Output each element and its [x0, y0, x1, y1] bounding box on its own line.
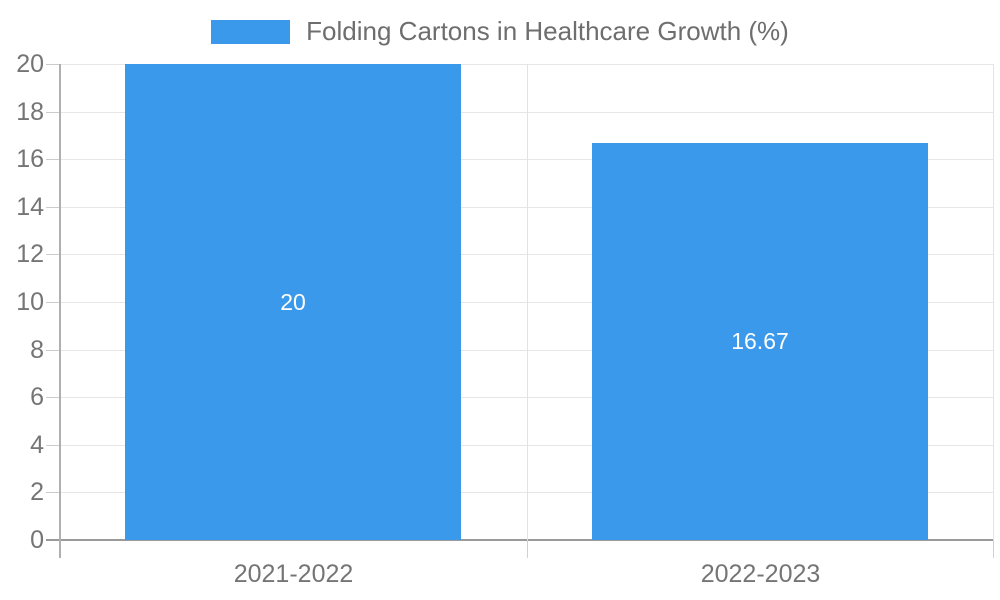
y-tick-mark	[46, 445, 60, 446]
gridline	[60, 302, 993, 303]
y-tick-label: 12	[16, 240, 44, 268]
y-tick-label: 0	[30, 526, 44, 554]
y-tick-mark	[46, 350, 60, 351]
gridline	[60, 254, 993, 255]
legend-label: Folding Cartons in Healthcare Growth (%)	[306, 16, 789, 46]
x-tick-label: 2021-2022	[233, 560, 354, 588]
bar-value-label: 16.67	[731, 328, 789, 354]
y-axis-line	[59, 64, 61, 558]
gridline	[60, 64, 993, 65]
y-tick-mark	[46, 159, 60, 160]
x-tick-mark	[527, 540, 528, 558]
y-tick-mark	[46, 492, 60, 493]
y-tick-mark	[46, 64, 60, 65]
y-tick-mark	[46, 539, 60, 541]
gridline	[60, 445, 993, 446]
gridline	[60, 397, 993, 398]
bar-value-label: 20	[280, 288, 306, 315]
y-tick-mark	[46, 302, 60, 303]
bar-2021-2022: 20	[125, 64, 461, 540]
x-tick-mark	[993, 540, 994, 558]
bar-2022-2023: 16.67	[592, 143, 928, 540]
legend: Folding Cartons in Healthcare Growth (%)	[0, 16, 1000, 47]
x-tick-label: 2022-2023	[700, 560, 821, 588]
legend-swatch	[211, 19, 291, 44]
y-tick-mark	[46, 254, 60, 255]
y-tick-label: 6	[30, 383, 44, 411]
y-tick-label: 10	[16, 288, 44, 316]
y-tick-label: 2	[30, 478, 44, 506]
y-tick-label: 18	[16, 98, 44, 126]
gridline	[60, 159, 993, 160]
gridline	[60, 112, 993, 113]
y-tick-mark	[46, 207, 60, 208]
y-tick-label: 4	[30, 431, 44, 459]
y-tick-mark	[46, 397, 60, 398]
y-tick-label: 8	[30, 336, 44, 364]
gridline	[60, 492, 993, 493]
y-tick-label: 14	[16, 193, 44, 221]
x-axis-line	[60, 539, 993, 541]
y-tick-label: 16	[16, 145, 44, 173]
y-tick-mark	[46, 112, 60, 113]
category-separator-line	[527, 64, 528, 540]
category-separator-line	[993, 64, 994, 540]
gridline	[60, 207, 993, 208]
y-tick-label: 20	[16, 50, 44, 78]
gridline	[60, 350, 993, 351]
